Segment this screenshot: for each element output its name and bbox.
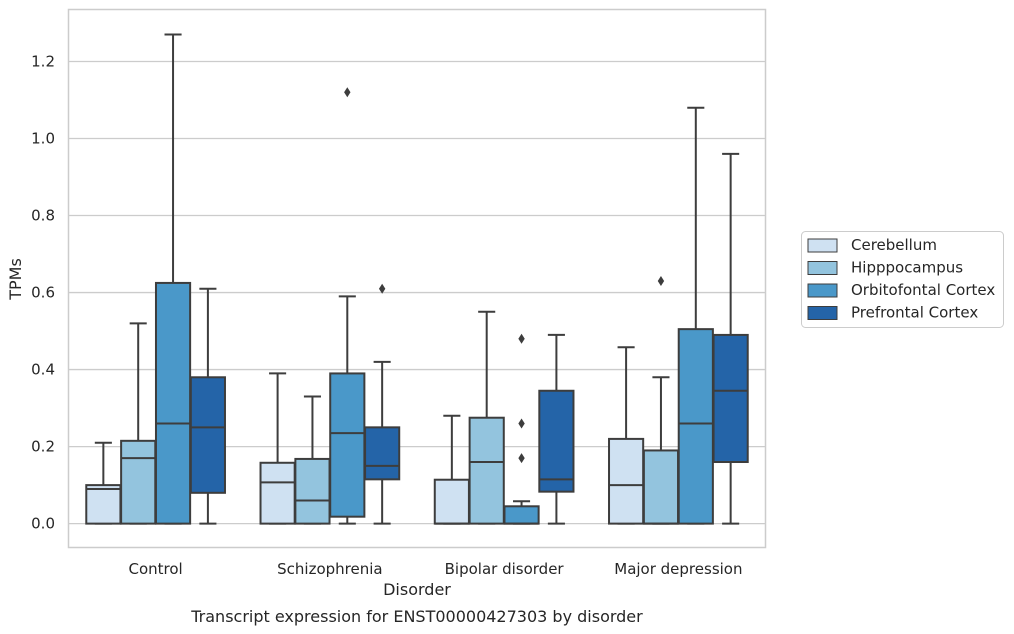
y-tick-label: 0.4 <box>31 361 55 379</box>
legend-swatch <box>807 306 838 320</box>
box-iqr <box>677 328 714 525</box>
box-0-1 <box>120 322 157 525</box>
box-iqr <box>538 389 575 493</box>
box-iqr <box>329 372 366 518</box>
box-iqr <box>364 426 401 481</box>
box-iqr <box>608 437 645 525</box>
box-series <box>85 33 749 525</box>
box-iqr <box>189 376 226 494</box>
box-iqr <box>642 449 680 525</box>
plot-area-frame <box>67 8 767 549</box>
box-1-0 <box>259 372 296 525</box>
box-3-2 <box>677 106 714 525</box>
box-iqr <box>294 457 331 525</box>
outlier-point <box>344 87 351 98</box>
box-0-2 <box>154 33 192 525</box>
box-2-0 <box>433 414 470 525</box>
y-tick-label: 0.6 <box>31 284 55 302</box>
legend: Cerebellum Hipppocampus Orbitofontal Corte… <box>801 231 1004 328</box>
box-iqr <box>259 461 296 525</box>
box-2-1 <box>468 310 505 525</box>
x-tick-label: Bipolar disorder <box>445 560 565 578</box>
outlier-point <box>378 283 386 294</box>
box-3-0 <box>608 346 645 525</box>
box-iqr <box>154 281 192 525</box>
x-tick-labels: Control Schizophrenia Bipolar disorder Majo… <box>129 560 743 578</box>
box-1-2 <box>329 87 366 525</box>
x-tick-label: Major depression <box>614 560 742 578</box>
box-1-3 <box>364 283 401 525</box>
outlier-point <box>518 453 525 464</box>
outlier-point <box>518 333 525 344</box>
x-tick-label: Schizophrenia <box>277 560 382 578</box>
x-tick-label: Control <box>129 560 183 578</box>
legend-entries: Cerebellum Hipppocampus Orbitofontal Corte… <box>807 236 995 322</box>
box-iqr <box>120 439 157 525</box>
legend-label: Orbitofontal Cortex <box>851 281 995 299</box>
box-iqr <box>503 505 540 525</box>
box-3-1 <box>642 276 680 525</box>
y-axis-label: TPMs <box>6 258 25 301</box>
box-2-2 <box>503 333 540 525</box>
box-iqr <box>85 484 122 525</box>
legend-label: Hipppocampus <box>851 259 963 277</box>
y-tick-label: 1.0 <box>31 130 55 148</box>
box-0-3 <box>189 287 226 525</box>
outlier-point <box>657 276 665 287</box>
y-tick-labels: 0.0 0.2 0.4 0.6 0.8 1.0 1.2 <box>31 52 55 532</box>
legend-swatch <box>807 238 838 253</box>
y-tick-label: 1.2 <box>31 52 55 70</box>
y-tick-label: 0.8 <box>31 207 55 225</box>
legend-swatch <box>807 283 838 298</box>
y-tick-label: 0.0 <box>31 515 55 533</box>
chart-caption: Transcript expression for ENST0000042730… <box>190 607 643 626</box>
box-iqr <box>433 478 470 525</box>
box-3-3 <box>712 152 749 525</box>
legend-label: Prefrontal Cortex <box>851 304 978 322</box>
box-1-1 <box>294 395 331 525</box>
legend-label: Cerebellum <box>851 236 937 254</box>
box-iqr <box>712 333 749 464</box>
legend-frame <box>801 231 1004 328</box>
y-tick-label: 0.2 <box>31 438 55 456</box>
x-axis-label: Disorder <box>383 580 451 599</box>
legend-swatch <box>807 261 838 275</box>
box-iqr <box>468 416 505 525</box>
box-2-3 <box>538 333 575 525</box>
outlier-point <box>518 418 525 429</box>
box-0-0 <box>85 441 122 525</box>
